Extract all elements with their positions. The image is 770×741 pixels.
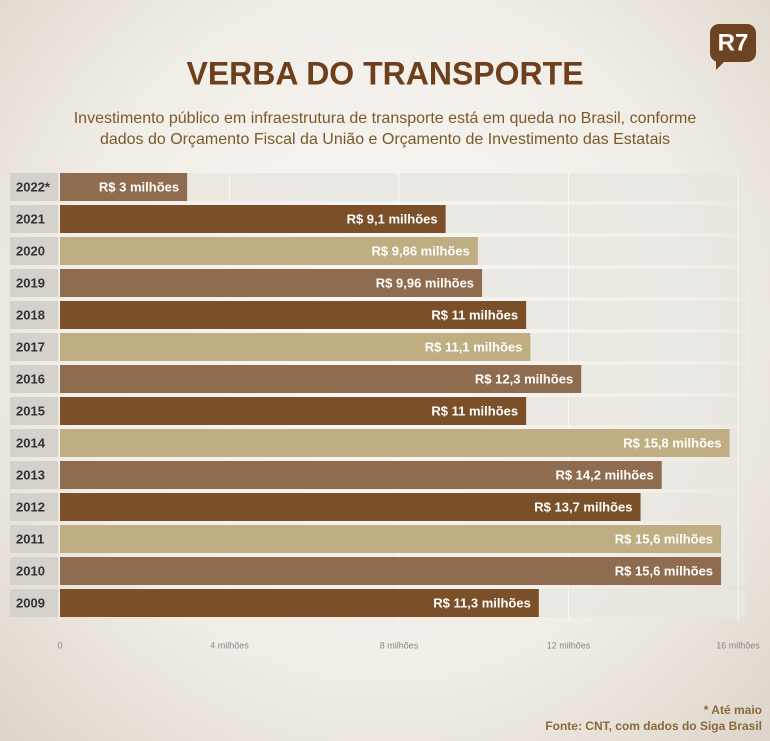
bar xyxy=(60,301,527,329)
value-label: R$ 15,8 milhões xyxy=(623,435,721,450)
x-tick-label: 4 milhões xyxy=(210,640,249,650)
year-box xyxy=(10,429,58,457)
value-label: R$ 11 milhões xyxy=(431,403,518,418)
year-box xyxy=(10,173,58,201)
y-tick-label: 2017 xyxy=(16,339,45,354)
footnote: * Até maio xyxy=(704,703,762,717)
y-tick-label: 2009 xyxy=(16,595,45,610)
bar xyxy=(60,269,483,297)
year-box xyxy=(10,557,58,585)
bar xyxy=(60,205,446,233)
chart-title: VERBA DO TRANSPORTE xyxy=(186,55,583,91)
year-box xyxy=(10,333,58,361)
logo: R7 xyxy=(718,29,749,56)
x-tick-label: 12 milhões xyxy=(547,640,591,650)
bar xyxy=(60,557,722,585)
value-label: R$ 9,86 milhões xyxy=(372,243,470,258)
bar xyxy=(60,397,527,425)
bar xyxy=(60,589,539,617)
value-label: R$ 3 milhões xyxy=(99,179,179,194)
year-box xyxy=(10,365,58,393)
year-box xyxy=(10,205,58,233)
y-tick-label: 2011 xyxy=(16,531,44,546)
value-label: R$ 11 milhões xyxy=(431,307,518,322)
value-label: R$ 11,3 milhões xyxy=(433,595,531,610)
x-tick-label: 16 milhões xyxy=(716,640,760,650)
y-tick-label: 2020 xyxy=(16,243,45,258)
subtitle-line: Investimento público em infraestrutura d… xyxy=(74,110,697,127)
value-label: R$ 9,96 milhões xyxy=(376,275,474,290)
x-tick-label: 8 milhões xyxy=(380,640,419,650)
bar xyxy=(60,493,641,521)
value-label: R$ 12,3 milhões xyxy=(475,371,573,386)
year-box xyxy=(10,301,58,329)
year-box xyxy=(10,525,58,553)
bar xyxy=(60,333,531,361)
y-tick-label: 2019 xyxy=(16,275,45,290)
bar xyxy=(60,365,582,393)
y-tick-label: 2021 xyxy=(16,211,45,226)
y-tick-label: 2022* xyxy=(16,179,51,194)
value-label: R$ 9,1 milhões xyxy=(347,211,438,226)
value-label: R$ 11,1 milhões xyxy=(425,339,523,354)
logo-badge xyxy=(710,24,756,62)
x-tick-label: 0 xyxy=(57,640,62,650)
bar xyxy=(60,237,478,265)
bar xyxy=(60,461,662,489)
year-box xyxy=(10,461,58,489)
value-label: R$ 14,2 milhões xyxy=(555,467,653,482)
value-label: R$ 15,6 milhões xyxy=(615,531,713,546)
subtitle-line: dados do Orçamento Fiscal da União e Orç… xyxy=(100,131,670,148)
y-tick-label: 2012 xyxy=(16,499,45,514)
y-tick-label: 2014 xyxy=(16,435,46,450)
bar xyxy=(60,429,730,457)
year-box xyxy=(10,397,58,425)
y-tick-label: 2010 xyxy=(16,563,45,578)
source: Fonte: CNT, com dados do Siga Brasil xyxy=(545,719,762,733)
logo-tail xyxy=(716,60,726,70)
year-box xyxy=(10,589,58,617)
y-tick-label: 2016 xyxy=(16,371,45,386)
year-box xyxy=(10,493,58,521)
year-box xyxy=(10,237,58,265)
bar xyxy=(60,173,188,201)
y-tick-label: 2015 xyxy=(16,403,45,418)
value-label: R$ 13,7 milhões xyxy=(534,499,632,514)
y-tick-label: 2018 xyxy=(16,307,45,322)
y-tick-label: 2013 xyxy=(16,467,45,482)
value-label: R$ 15,6 milhões xyxy=(615,563,713,578)
year-box xyxy=(10,269,58,297)
bar xyxy=(60,525,722,553)
